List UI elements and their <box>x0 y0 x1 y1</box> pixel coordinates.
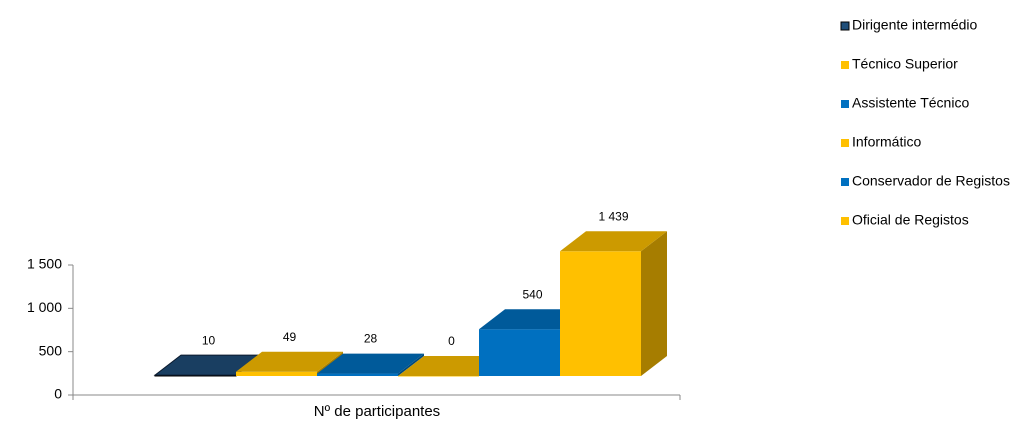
x-category-label: Nº de participantes <box>314 403 440 420</box>
value-label: 10 <box>202 333 216 347</box>
legend-swatch <box>841 217 849 225</box>
value-label: 49 <box>283 330 297 344</box>
bar-front <box>317 373 398 376</box>
y-tick-label: 500 <box>39 342 63 358</box>
legend-label: Oficial de Registos <box>852 212 969 228</box>
legend-swatch <box>840 21 850 31</box>
bar-front <box>560 251 641 376</box>
value-label: 1 439 <box>598 209 628 223</box>
legend-label: Técnico Superior <box>852 56 958 72</box>
bar-top <box>236 351 343 372</box>
bar-front <box>236 371 317 376</box>
bar <box>560 231 667 376</box>
bar-side <box>398 353 424 376</box>
legend-label: Informático <box>852 134 921 150</box>
value-label: 540 <box>522 287 542 301</box>
value-label: 0 <box>448 334 455 348</box>
legend-swatch <box>841 178 849 186</box>
y-tick-label: 0 <box>54 386 62 402</box>
value-label: 28 <box>364 332 378 346</box>
legend-label: Conservador de Registos <box>852 173 1010 189</box>
bar-top <box>479 309 586 330</box>
y-tick-label: 1 000 <box>27 299 62 315</box>
legend-swatch <box>841 61 849 69</box>
legend-swatch <box>841 139 849 147</box>
bar-top <box>317 353 424 374</box>
legend-swatch <box>841 100 849 108</box>
bar-side <box>641 231 667 376</box>
legend-label: Dirigente intermédio <box>852 17 977 33</box>
bar <box>317 353 424 376</box>
bar <box>398 356 505 377</box>
bar-front <box>479 329 560 376</box>
bar-top <box>398 356 505 376</box>
y-tick-label: 1 500 <box>27 256 62 272</box>
legend-label: Assistente Técnico <box>852 95 969 111</box>
bar-top <box>560 231 667 252</box>
bar-front <box>398 376 479 377</box>
